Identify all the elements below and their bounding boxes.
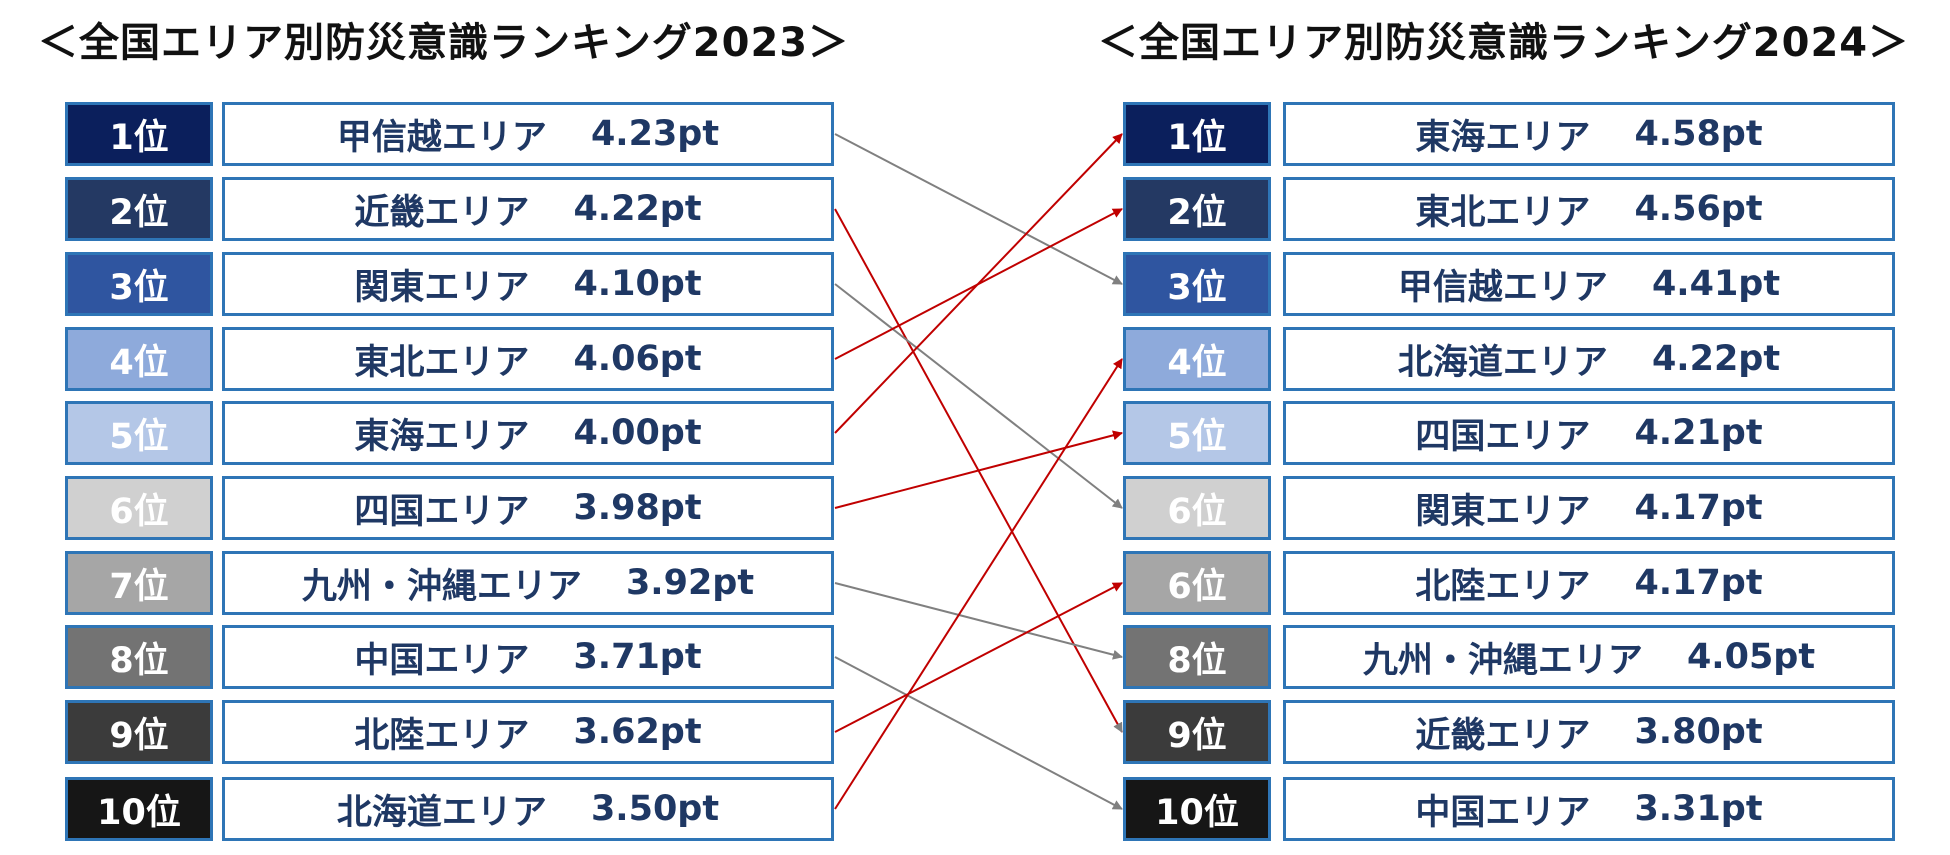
area-name: 北陸エリア xyxy=(354,715,530,756)
ranking-2024-area-entry: 北海道エリア 4.22pt xyxy=(1283,327,1895,391)
area-score: 3.92pt xyxy=(625,563,755,603)
area-score: 4.22pt xyxy=(1651,339,1781,379)
area-name: 北海道エリア xyxy=(1397,342,1608,383)
area-score: 4.10pt xyxy=(573,264,702,304)
ranking-2024-rank-badge: 10位 xyxy=(1123,777,1271,841)
ranking-2023-rank-badge: 6位 xyxy=(65,476,213,540)
area-name: 九州・沖縄エリア xyxy=(301,566,582,607)
ranking-2024-rank-badge: 6位 xyxy=(1123,551,1271,615)
ranking-2024-rank-badge: 1位 xyxy=(1123,102,1271,166)
area-name: 北海道エリア xyxy=(336,792,547,833)
area-score: 4.21pt xyxy=(1634,413,1763,453)
area-score: 4.56pt xyxy=(1634,189,1763,229)
ranking-2023-area-entry: 東北エリア 4.06pt xyxy=(222,327,834,391)
ranking-2024-rank-badge: 4位 xyxy=(1123,327,1271,391)
rank-change-arrow-down xyxy=(834,133,1123,285)
area-score: 4.23pt xyxy=(590,114,720,154)
ranking-2023-area-entry: 北陸エリア 3.62pt xyxy=(222,700,834,764)
rank-change-arrow-down xyxy=(834,656,1123,810)
rank-change-arrow-up xyxy=(834,582,1123,733)
ranking-2023-area-entry: 甲信越エリア 4.23pt xyxy=(222,102,834,166)
area-name: 九州・沖縄エリア xyxy=(1362,640,1643,681)
area-score: 3.71pt xyxy=(573,637,702,677)
ranking-2023-area-entry: 関東エリア 4.10pt xyxy=(222,252,834,316)
area-name: 東海エリア xyxy=(354,416,530,457)
area-name: 東北エリア xyxy=(1415,192,1591,233)
area-name: 北陸エリア xyxy=(1415,566,1591,607)
ranking-2024-rank-badge: 5位 xyxy=(1123,401,1271,465)
ranking-2024-area-entry: 東北エリア 4.56pt xyxy=(1283,177,1895,241)
area-name: 東北エリア xyxy=(354,342,530,383)
area-score: 3.80pt xyxy=(1634,712,1763,752)
ranking-2023-rank-badge: 1位 xyxy=(65,102,213,166)
ranking-2023-rank-badge: 4位 xyxy=(65,327,213,391)
ranking-2023-area-entry: 近畿エリア 4.22pt xyxy=(222,177,834,241)
ranking-2024-rank-badge: 3位 xyxy=(1123,252,1271,316)
area-score: 4.58pt xyxy=(1634,114,1763,154)
area-score: 4.00pt xyxy=(573,413,702,453)
rank-change-arrow-up xyxy=(834,430,1123,509)
area-score: 3.50pt xyxy=(590,789,720,829)
ranking-2024-rank-badge: 6位 xyxy=(1123,476,1271,540)
ranking-2023-area-entry: 九州・沖縄エリア 3.92pt xyxy=(222,551,834,615)
ranking-2024-area-entry: 近畿エリア 3.80pt xyxy=(1283,700,1895,764)
area-score: 4.17pt xyxy=(1634,563,1763,603)
area-score: 3.31pt xyxy=(1634,789,1763,829)
area-name: 近畿エリア xyxy=(354,192,530,233)
ranking-2023-rank-badge: 3位 xyxy=(65,252,213,316)
area-score: 4.22pt xyxy=(573,189,702,229)
title-2024: ＜全国エリア別防災意識ランキング2024＞ xyxy=(1098,20,1910,66)
rank-change-arrow-up xyxy=(834,133,1123,434)
ranking-2024-area-entry: 甲信越エリア 4.41pt xyxy=(1283,252,1895,316)
ranking-2023-rank-badge: 8位 xyxy=(65,625,213,689)
ranking-2023-rank-badge: 5位 xyxy=(65,401,213,465)
ranking-2024-rank-badge: 8位 xyxy=(1123,625,1271,689)
rank-change-arrow-down xyxy=(834,283,1123,509)
ranking-2023-area-entry: 北海道エリア 3.50pt xyxy=(222,777,834,841)
ranking-2023-area-entry: 中国エリア 3.71pt xyxy=(222,625,834,689)
area-name: 東海エリア xyxy=(1415,117,1591,158)
ranking-2024-area-entry: 北陸エリア 4.17pt xyxy=(1283,551,1895,615)
area-score: 4.41pt xyxy=(1651,264,1781,304)
ranking-2023-rank-badge: 7位 xyxy=(65,551,213,615)
area-name: 関東エリア xyxy=(1415,491,1591,532)
ranking-2024-area-entry: 四国エリア 4.21pt xyxy=(1283,401,1895,465)
ranking-2023-area-entry: 四国エリア 3.98pt xyxy=(222,476,834,540)
area-score: 3.98pt xyxy=(573,488,702,528)
area-name: 中国エリア xyxy=(354,640,530,681)
area-name: 甲信越エリア xyxy=(1397,267,1608,308)
rank-change-arrow-up xyxy=(834,358,1123,810)
ranking-2023-rank-badge: 9位 xyxy=(65,700,213,764)
area-score: 4.06pt xyxy=(573,339,702,379)
title-2023: ＜全国エリア別防災意識ランキング2023＞ xyxy=(38,20,850,66)
ranking-2024-area-entry: 九州・沖縄エリア 4.05pt xyxy=(1283,625,1895,689)
area-name: 四国エリア xyxy=(1415,416,1591,457)
ranking-2024-area-entry: 中国エリア 3.31pt xyxy=(1283,777,1895,841)
rank-change-arrow-down xyxy=(834,582,1123,660)
ranking-2024-area-entry: 関東エリア 4.17pt xyxy=(1283,476,1895,540)
ranking-2023-rank-badge: 10位 xyxy=(65,777,213,841)
area-name: 四国エリア xyxy=(354,491,530,532)
area-name: 関東エリア xyxy=(354,267,530,308)
area-score: 4.17pt xyxy=(1634,488,1763,528)
area-name: 甲信越エリア xyxy=(336,117,547,158)
ranking-2024-rank-badge: 2位 xyxy=(1123,177,1271,241)
area-score: 4.05pt xyxy=(1686,637,1816,677)
area-name: 近畿エリア xyxy=(1415,715,1591,756)
area-score: 3.62pt xyxy=(573,712,702,752)
ranking-2024-area-entry: 東海エリア 4.58pt xyxy=(1283,102,1895,166)
ranking-2023-area-entry: 東海エリア 4.00pt xyxy=(222,401,834,465)
ranking-2024-rank-badge: 9位 xyxy=(1123,700,1271,764)
ranking-2023-rank-badge: 2位 xyxy=(65,177,213,241)
area-name: 中国エリア xyxy=(1415,792,1591,833)
